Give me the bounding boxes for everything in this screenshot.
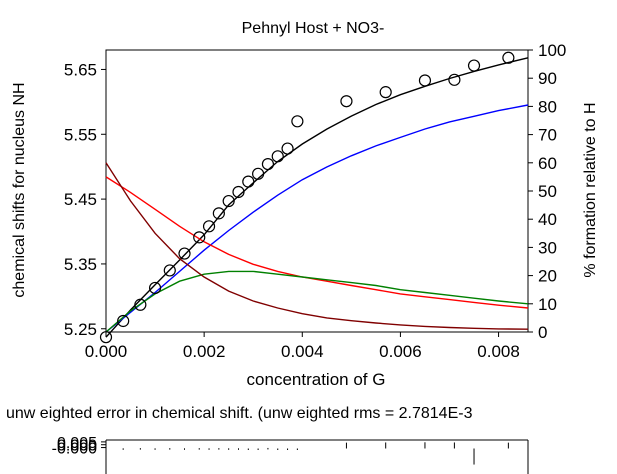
observed-point bbox=[178, 247, 191, 260]
y-tick-label: 5.35 bbox=[64, 255, 97, 274]
series-line-1 bbox=[105, 104, 529, 333]
observed-point bbox=[252, 167, 265, 180]
residual-title: unw eighted error in chemical shift. (un… bbox=[6, 405, 473, 422]
y2-tick-label: 30 bbox=[538, 238, 557, 257]
observed-point bbox=[99, 331, 113, 344]
y-tick-label: 5.55 bbox=[64, 125, 97, 144]
residual-y-tick-label: 0.005 bbox=[57, 435, 97, 452]
x-tick-label: 0.002 bbox=[183, 342, 226, 361]
y-tick-label: 5.45 bbox=[64, 190, 97, 209]
observed-point bbox=[340, 95, 353, 108]
observed-point bbox=[242, 175, 255, 188]
observed-point bbox=[379, 86, 392, 99]
residual-y-tick-label: 0.000 bbox=[57, 438, 97, 455]
series-line-4 bbox=[105, 162, 529, 330]
observed-point bbox=[117, 314, 130, 328]
y2-axis-label: % formation relative to H bbox=[582, 102, 599, 277]
observed-point bbox=[467, 59, 481, 72]
series-line-3 bbox=[105, 270, 529, 333]
observed-point bbox=[281, 142, 294, 155]
y2-tick-label: 0 bbox=[538, 323, 547, 342]
observed-point bbox=[212, 207, 225, 220]
observed-point bbox=[222, 194, 235, 208]
y2-tick-label: 70 bbox=[538, 126, 557, 145]
x-axis-label: concentration of G bbox=[247, 370, 386, 389]
y2-tick-label: 50 bbox=[538, 182, 557, 201]
y2-tick-label: 20 bbox=[538, 267, 557, 286]
y-tick-label: 5.25 bbox=[64, 320, 97, 339]
y2-tick-label: 60 bbox=[538, 154, 557, 173]
observed-point bbox=[134, 298, 147, 311]
x-tick-label: 0.000 bbox=[85, 342, 128, 361]
y2-tick-label: 100 bbox=[538, 41, 566, 60]
observed-point bbox=[291, 115, 304, 128]
y2-tick-label: 90 bbox=[538, 69, 557, 88]
residual-y-tick-label: -0.000 bbox=[52, 441, 97, 458]
residual-chart: unw eighted error in chemical shift. (un… bbox=[6, 405, 529, 474]
x-tick-label: 0.008 bbox=[477, 342, 520, 361]
y2-tick-label: 80 bbox=[538, 97, 557, 116]
x-tick-label: 0.004 bbox=[281, 342, 324, 361]
observed-point bbox=[261, 157, 275, 171]
observed-point bbox=[271, 150, 284, 163]
observed-point bbox=[202, 220, 216, 233]
observed-point bbox=[502, 51, 515, 64]
observed-point bbox=[232, 185, 245, 199]
main-chart: Pehnyl Host + NO3- 0.000 0.002 0.004 0.006 0… bbox=[11, 20, 599, 389]
x-tick-label: 0.006 bbox=[379, 342, 422, 361]
observed-point bbox=[193, 231, 206, 244]
series-line-0 bbox=[105, 57, 529, 338]
y-tick-label: 5.65 bbox=[64, 60, 97, 79]
observed-point bbox=[418, 74, 432, 87]
y2-tick-label: 40 bbox=[538, 210, 557, 229]
observed-point bbox=[448, 73, 461, 86]
chart-title: Pehnyl Host + NO3- bbox=[242, 20, 385, 37]
plot-frame bbox=[105, 49, 529, 333]
y2-tick-label: 10 bbox=[538, 295, 557, 314]
observed-point bbox=[148, 281, 162, 295]
series-line-2 bbox=[105, 176, 529, 309]
observed-point bbox=[163, 264, 176, 277]
y-axis-label: chemical shifts for nucleus NH bbox=[11, 82, 28, 297]
